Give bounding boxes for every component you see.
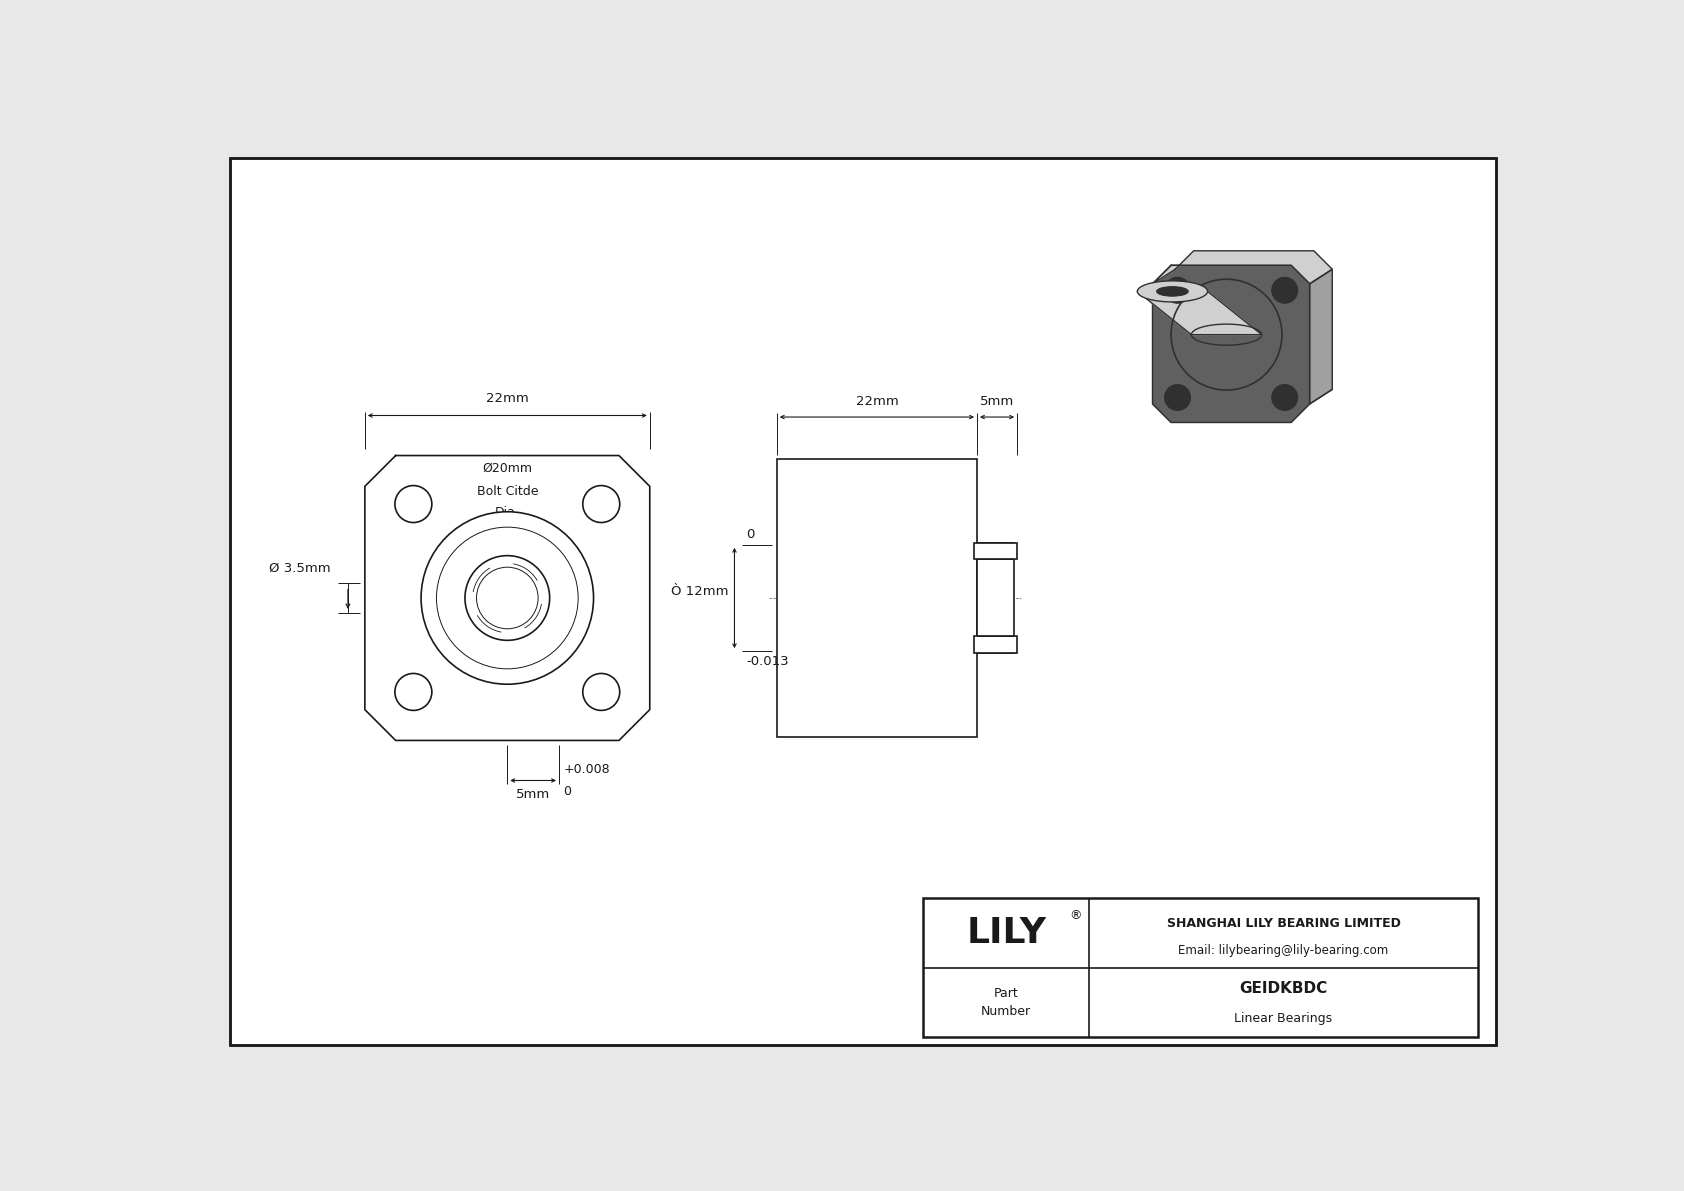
Polygon shape [1152,251,1332,283]
Text: 22mm: 22mm [487,393,529,405]
Text: 5mm: 5mm [980,394,1014,407]
Ellipse shape [1271,278,1298,304]
Circle shape [394,673,431,710]
Text: 0: 0 [564,785,571,798]
Circle shape [394,486,431,523]
Text: SHANGHAI LILY BEARING LIMITED: SHANGHAI LILY BEARING LIMITED [1167,917,1401,930]
Text: ®: ® [1069,910,1081,923]
Bar [973,543,1017,560]
Ellipse shape [1165,385,1191,411]
Text: Ø 3.5mm: Ø 3.5mm [268,562,330,575]
Text: Email: lilybearing@lily-bearing.com: Email: lilybearing@lily-bearing.com [1179,944,1389,958]
Polygon shape [365,455,650,741]
Text: Dia.: Dia. [495,506,520,518]
Circle shape [583,486,620,523]
Ellipse shape [1271,385,1298,411]
Text: -0.013: -0.013 [746,655,788,668]
Polygon shape [1152,266,1310,423]
Circle shape [421,512,593,685]
Text: Ò 12mm: Ò 12mm [670,585,727,598]
Bar [973,636,1017,654]
Text: 0: 0 [746,528,754,541]
Text: Bolt Citde: Bolt Citde [477,485,539,498]
Circle shape [465,556,549,641]
Text: 22mm: 22mm [855,394,898,407]
Text: 5mm: 5mm [515,788,551,802]
Circle shape [583,673,620,710]
Text: Part
Number: Part Number [982,986,1031,1018]
Text: LILY: LILY [967,916,1046,950]
Text: +0.008: +0.008 [564,763,610,775]
Ellipse shape [1137,281,1207,303]
Bar [776,460,977,736]
Text: Linear Bearings: Linear Bearings [1234,1012,1332,1025]
Text: GEIDKBDC: GEIDKBDC [1239,981,1327,996]
Ellipse shape [1157,287,1189,297]
Bar [923,898,1477,1037]
Text: Ø20mm: Ø20mm [482,462,532,475]
Ellipse shape [1165,278,1191,304]
Polygon shape [1137,292,1261,335]
Polygon shape [1310,269,1332,404]
Bar [977,543,1014,654]
